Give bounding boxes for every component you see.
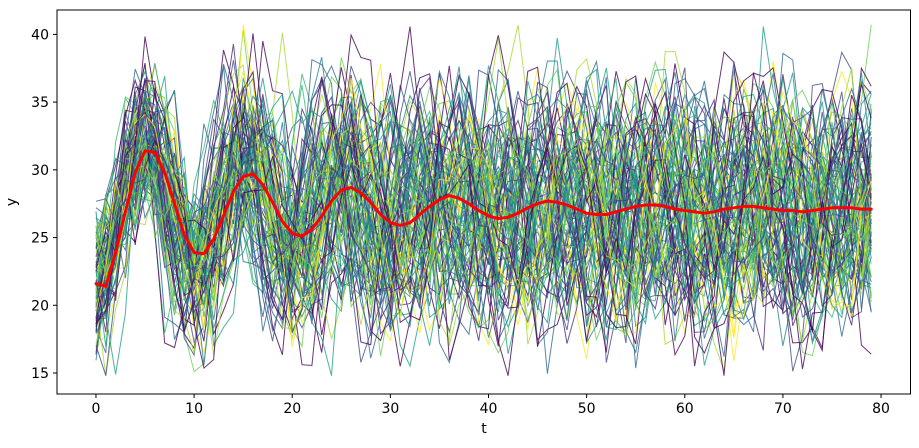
- x-tick-label: 30: [381, 401, 399, 417]
- x-tick-label: 0: [91, 401, 100, 417]
- y-tick-label: 35: [31, 95, 49, 111]
- x-axis-label: t: [481, 421, 487, 437]
- trajectory-line: [95, 63, 872, 376]
- mean-line-group: [94, 149, 873, 288]
- x-tick-label: 80: [872, 401, 890, 417]
- trajectory-line: [95, 26, 872, 376]
- x-tick-label: 70: [774, 401, 792, 417]
- trajectory-line: [95, 65, 872, 376]
- x-tick-label: 40: [480, 401, 498, 417]
- trajectory-line: [95, 115, 872, 294]
- x-tick-label: 50: [578, 401, 596, 417]
- trajectory-line: [95, 51, 872, 357]
- trajectory-line: [95, 114, 872, 283]
- trajectory-line: [95, 51, 872, 376]
- trajectory-line: [95, 60, 872, 361]
- x-tick-label: 60: [676, 401, 694, 417]
- x-tick-label: 10: [185, 401, 203, 417]
- trajectory-line: [95, 136, 872, 289]
- trajectory-line: [95, 44, 872, 351]
- ensemble-lines: [95, 24, 872, 376]
- x-tick-label: 20: [283, 401, 301, 417]
- trajectory-line: [95, 99, 872, 301]
- trajectory-line: [95, 72, 872, 347]
- trajectory-line: [95, 90, 872, 333]
- y-tick-label: 25: [31, 231, 49, 247]
- plot-frame: [56, 9, 911, 395]
- trajectory-line: [95, 121, 872, 298]
- y-tick-label: 15: [31, 366, 49, 382]
- trajectory-line: [95, 130, 872, 311]
- trajectory-line: [95, 33, 872, 370]
- axes: 0 10 20 30 40 50 60 70 80 15 20 25 30 35 40: [31, 9, 911, 417]
- trajectory-line: [95, 69, 872, 341]
- y-tick-label: 20: [31, 298, 49, 314]
- trajectory-line: [95, 98, 872, 333]
- y-tick-label: 30: [31, 163, 49, 179]
- mean-line: [94, 149, 873, 288]
- trajectory-line: [95, 81, 872, 304]
- y-axis-label: y: [4, 198, 20, 206]
- y-tick-label: 40: [31, 27, 49, 43]
